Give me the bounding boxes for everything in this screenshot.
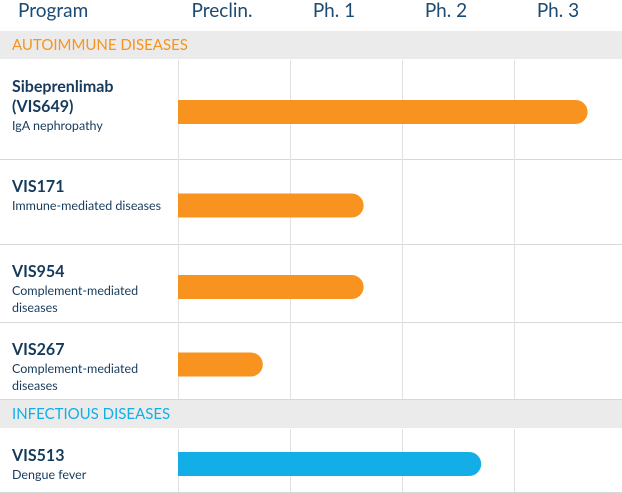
stage-header: Ph. 1: [312, 0, 356, 22]
stage-divider: [402, 60, 403, 399]
bar-left-edge: [178, 452, 190, 476]
progress-bar: [178, 100, 588, 124]
indication: Complement-mediated diseases: [12, 361, 139, 393]
row-divider: [0, 322, 622, 323]
bar-left-edge: [178, 100, 190, 124]
row-divider: [0, 159, 622, 160]
row-divider: [0, 399, 622, 400]
program-info: VIS954 Complement-mediated diseases: [12, 262, 167, 316]
program-name: VIS954: [12, 262, 65, 281]
stage-divider: [514, 429, 515, 492]
program-name: VIS513: [12, 446, 65, 465]
stage-divider: [514, 60, 515, 399]
indication: IgA nephropathy: [12, 118, 103, 133]
indication: Complement-mediated diseases: [12, 283, 139, 315]
bar-left-edge: [178, 275, 190, 299]
program-info: VIS513 Dengue fever: [12, 446, 167, 483]
column-header: Program: [18, 0, 89, 22]
indication: Dengue fever: [12, 467, 87, 482]
program-info: VIS171 Immune-mediated diseases: [12, 177, 167, 214]
indication: Immune-mediated diseases: [12, 198, 162, 213]
stage-header: Ph. 3: [536, 0, 580, 22]
program-name: VIS267: [12, 340, 65, 359]
stage-header: Ph. 2: [424, 0, 468, 22]
section-band: [0, 31, 622, 59]
program-name: VIS171: [12, 177, 65, 196]
bar-left-edge: [178, 193, 190, 218]
program-name: Sibeprenlimab (VIS649): [12, 77, 114, 116]
stage-divider: [178, 60, 179, 399]
program-info: Sibeprenlimab (VIS649) IgA nephropathy: [12, 77, 167, 134]
progress-bar: [178, 193, 364, 218]
progress-bar: [178, 275, 364, 299]
program-info: VIS267 Complement-mediated diseases: [12, 340, 167, 394]
progress-bar: [178, 352, 263, 377]
bar-left-edge: [178, 352, 190, 377]
stage-divider: [290, 60, 291, 399]
section-title: INFECTIOUS DISEASES: [12, 405, 171, 423]
section-band: [0, 400, 622, 428]
progress-bar: [178, 452, 482, 476]
stage-header: Preclin.: [191, 0, 253, 22]
row-divider: [0, 244, 622, 245]
section-title: AUTOIMMUNE DISEASES: [12, 36, 188, 54]
